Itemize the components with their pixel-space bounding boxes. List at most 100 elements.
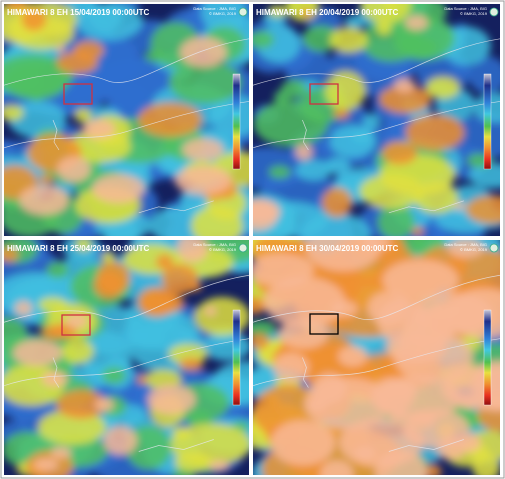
cloud: [5, 4, 28, 11]
cloud: [101, 366, 126, 384]
cloud: [103, 426, 138, 456]
cloud: [385, 331, 447, 363]
panel-title: HIMAWARI 8 EH 25/04/2019 00:00UTC: [7, 244, 150, 253]
copyright: © BMKG, 2019: [209, 247, 237, 252]
satellite-panel: HIMAWARI 8 EH 20/04/2019 00:00UTC Data So…: [253, 4, 500, 236]
cloud: [187, 410, 213, 428]
cloud: [360, 4, 412, 24]
cloud: [4, 105, 24, 121]
cloud: [38, 174, 55, 184]
cloud: [273, 352, 310, 383]
cloud: [202, 332, 249, 361]
coastline: [253, 338, 500, 387]
cloud: [253, 296, 268, 315]
cloud: [412, 226, 424, 236]
cloud: [81, 119, 116, 139]
coastline: [52, 119, 60, 151]
satellite-panel: HIMAWARI 8 EH 25/04/2019 00:00UTC Data So…: [4, 240, 249, 475]
coastline: [302, 119, 309, 151]
cloud: [61, 339, 94, 364]
cloud: [4, 61, 68, 100]
cloud: [381, 141, 418, 165]
cloud: [253, 30, 275, 49]
data-source: Data Source : JMA, BIG: [444, 6, 487, 11]
cloud: [138, 102, 203, 137]
logo: [238, 7, 248, 17]
cloud: [393, 78, 416, 93]
cloud: [263, 277, 346, 328]
cloud: [410, 292, 494, 335]
cloud-layer: [253, 4, 500, 236]
cloud: [147, 384, 196, 415]
cloud: [178, 357, 204, 371]
coastline: [388, 200, 464, 214]
cloud: [448, 240, 484, 258]
cloud: [12, 339, 63, 367]
coastline: [253, 101, 500, 149]
coastline: [138, 200, 214, 214]
cloud: [101, 251, 115, 265]
coastline: [302, 357, 309, 388]
cloud: [179, 37, 227, 68]
cloud: [404, 15, 429, 31]
cloud: [453, 201, 466, 211]
cloud: [253, 253, 314, 287]
cloud: [301, 212, 371, 236]
cloud: [191, 205, 243, 236]
cloud: [253, 333, 270, 350]
logo: [489, 243, 499, 253]
logo: [489, 7, 499, 17]
imagery: [253, 240, 500, 475]
cloud: [182, 138, 224, 161]
cloud: [329, 27, 368, 53]
cloud: [94, 398, 115, 412]
cloud: [50, 446, 72, 459]
coastline: [4, 38, 249, 86]
cloud: [362, 113, 380, 130]
cloud: [75, 240, 92, 251]
cloud: [268, 5, 287, 17]
region-marker: [63, 83, 93, 105]
cloud: [268, 165, 291, 179]
copyright: © BMKG, 2019: [209, 11, 237, 16]
cloud: [377, 204, 415, 236]
cloud: [21, 7, 47, 31]
color-scale: [483, 73, 492, 170]
panel-title: HIMAWARI 8 EH 30/04/2019 00:00UTC: [256, 244, 399, 253]
cloud: [38, 297, 68, 313]
cloud: [270, 420, 336, 466]
cloud: [253, 199, 281, 224]
coastline: [4, 338, 249, 387]
cloud: [89, 4, 123, 32]
cloud: [468, 162, 500, 189]
cloud: [176, 240, 209, 262]
cloud: [384, 4, 399, 10]
cloud: [204, 306, 217, 316]
cloud: [278, 318, 329, 349]
cloud: [465, 195, 500, 225]
cloud: [295, 143, 313, 161]
cloud: [253, 100, 329, 147]
region-marker: [309, 83, 339, 105]
color-scale: [483, 309, 492, 406]
cloud: [46, 261, 69, 279]
cloud: [144, 50, 164, 63]
cloud: [125, 425, 172, 470]
data-source: Data Source : JMA, BIG: [193, 6, 236, 11]
cloud: [4, 316, 28, 349]
cloud: [375, 449, 428, 475]
cloud: [295, 159, 332, 181]
cloud: [359, 173, 425, 209]
cloud: [137, 287, 176, 317]
cloud: [4, 247, 19, 263]
data-source: Data Source : JMA, BIG: [193, 242, 236, 247]
cloud: [253, 320, 277, 338]
cloud: [321, 187, 353, 218]
coastline: [138, 439, 214, 452]
cloud: [424, 464, 442, 475]
copyright: © BMKG, 2019: [460, 11, 488, 16]
cloud: [4, 139, 14, 155]
copyright: © BMKG, 2019: [460, 247, 488, 252]
cloud: [333, 108, 350, 119]
